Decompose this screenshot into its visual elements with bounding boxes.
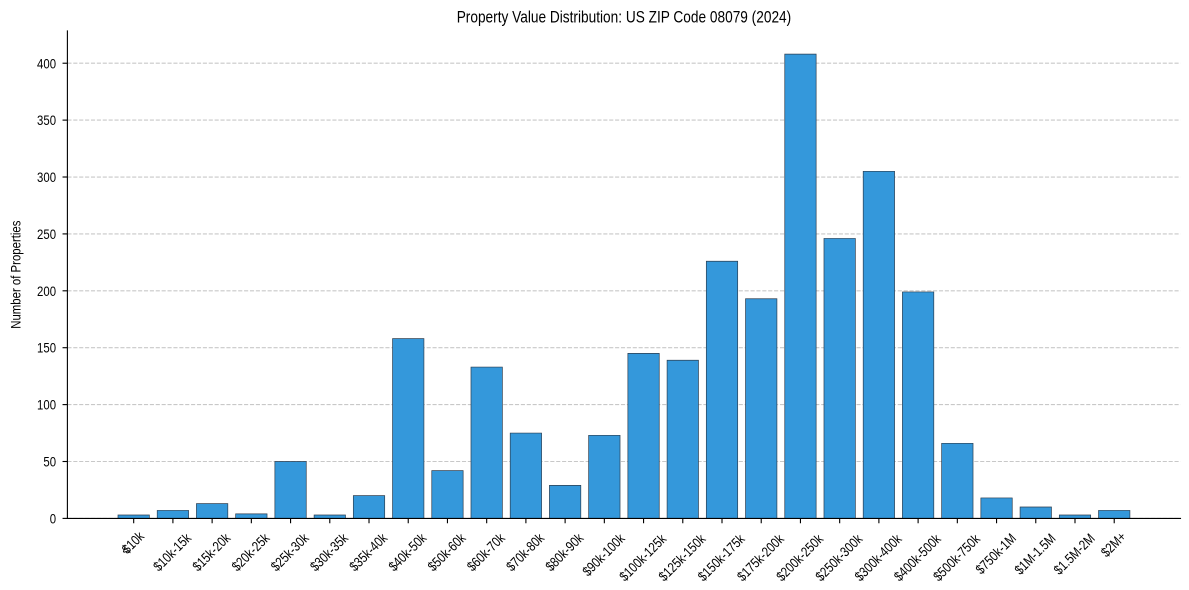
svg-text:250: 250 [37, 226, 56, 242]
svg-text:100: 100 [37, 397, 56, 413]
svg-text:300: 300 [37, 169, 56, 185]
svg-text:350: 350 [37, 112, 56, 128]
svg-text:150: 150 [37, 340, 56, 356]
svg-text:0: 0 [50, 510, 57, 526]
svg-text:Number of Properties: Number of Properties [7, 220, 23, 328]
svg-text:Property Value Distribution: U: Property Value Distribution: US ZIP Code… [457, 8, 792, 27]
svg-text:50: 50 [43, 454, 56, 470]
svg-text:400: 400 [37, 55, 56, 71]
svg-text:200: 200 [37, 283, 56, 299]
